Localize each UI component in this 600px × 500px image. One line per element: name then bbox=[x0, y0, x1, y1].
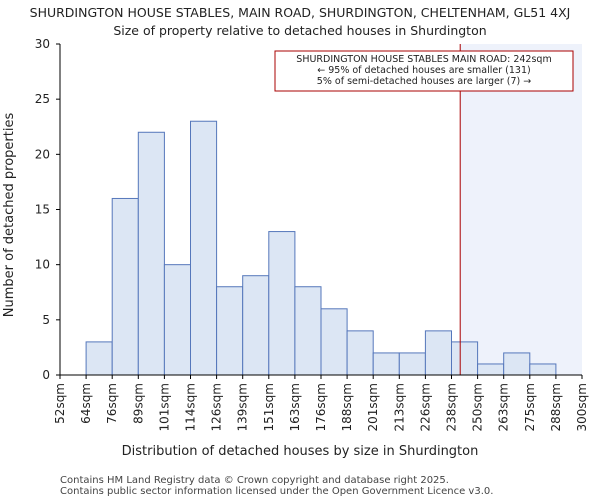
chart-title: SHURDINGTON HOUSE STABLES, MAIN ROAD, SH… bbox=[30, 5, 571, 20]
x-tick-label: 250sqm bbox=[471, 383, 485, 431]
x-tick-label: 288sqm bbox=[549, 383, 563, 431]
bar-163sqm bbox=[294, 286, 322, 376]
footer-line-2: Contains public sector information licen… bbox=[60, 486, 493, 497]
y-tick-label: 0 bbox=[42, 368, 50, 382]
annotation-box bbox=[274, 50, 574, 92]
footer-line-1: Contains HM Land Registry data © Crown c… bbox=[60, 475, 449, 486]
x-tick-label: 226sqm bbox=[418, 383, 432, 431]
y-tick-label: 15 bbox=[35, 203, 50, 217]
bar-250sqm bbox=[477, 363, 505, 376]
x-tick-label: 263sqm bbox=[497, 383, 511, 431]
x-axis-label: Distribution of detached houses by size … bbox=[122, 444, 479, 459]
bar-275sqm bbox=[529, 363, 557, 376]
x-tick-label: 101sqm bbox=[157, 383, 171, 431]
bar-76sqm bbox=[111, 197, 139, 376]
x-tick-label: 139sqm bbox=[236, 383, 250, 431]
bar-151sqm bbox=[268, 231, 296, 376]
annotation-line-1: SHURDINGTON HOUSE STABLES MAIN ROAD: 242… bbox=[296, 54, 551, 65]
x-tick-label: 275sqm bbox=[523, 383, 537, 431]
y-tick-label: 20 bbox=[35, 147, 50, 161]
chart-subtitle: Size of property relative to detached ho… bbox=[113, 23, 486, 38]
x-tick-label: 188sqm bbox=[340, 383, 354, 431]
x-tick-label: 201sqm bbox=[366, 383, 380, 431]
x-tick-label: 126sqm bbox=[210, 383, 224, 431]
x-tick-label: 52sqm bbox=[53, 383, 67, 424]
annotation-line-3: 5% of semi-detached houses are larger (7… bbox=[317, 76, 531, 87]
y-tick-label: 30 bbox=[35, 37, 50, 51]
bar-139sqm bbox=[242, 275, 270, 376]
property-annotation: SHURDINGTON HOUSE STABLES MAIN ROAD: 242… bbox=[274, 50, 574, 92]
annotation-line-2: ← 95% of detached houses are smaller (13… bbox=[317, 65, 530, 76]
bar-176sqm bbox=[320, 308, 348, 376]
larger-properties-highlight bbox=[460, 44, 582, 375]
bar-263sqm bbox=[503, 352, 531, 376]
bar-89sqm bbox=[137, 131, 165, 376]
y-tick-label: 25 bbox=[35, 92, 50, 106]
bar-226sqm bbox=[424, 330, 452, 376]
bar-201sqm bbox=[372, 352, 400, 376]
bar-64sqm bbox=[85, 341, 113, 376]
y-tick-label: 10 bbox=[35, 258, 50, 272]
x-tick-label: 89sqm bbox=[131, 383, 145, 424]
bar-101sqm bbox=[163, 264, 191, 376]
x-tick-label: 213sqm bbox=[392, 383, 406, 431]
bar-188sqm bbox=[346, 330, 374, 376]
y-tick-label: 5 bbox=[42, 313, 50, 327]
x-tick-label: 238sqm bbox=[445, 383, 459, 431]
bar-238sqm bbox=[451, 341, 479, 376]
x-tick-label: 76sqm bbox=[105, 383, 119, 424]
bar-114sqm bbox=[190, 120, 218, 376]
x-tick-label: 300sqm bbox=[575, 383, 589, 431]
y-axis-label: Number of detached properties bbox=[2, 113, 17, 318]
bar-213sqm bbox=[398, 352, 426, 376]
x-tick-label: 151sqm bbox=[262, 383, 276, 431]
x-tick-label: 176sqm bbox=[314, 383, 328, 431]
bar-126sqm bbox=[216, 286, 244, 376]
x-tick-label: 64sqm bbox=[79, 383, 93, 424]
x-tick-label: 163sqm bbox=[288, 383, 302, 431]
x-tick-label: 114sqm bbox=[184, 383, 198, 431]
